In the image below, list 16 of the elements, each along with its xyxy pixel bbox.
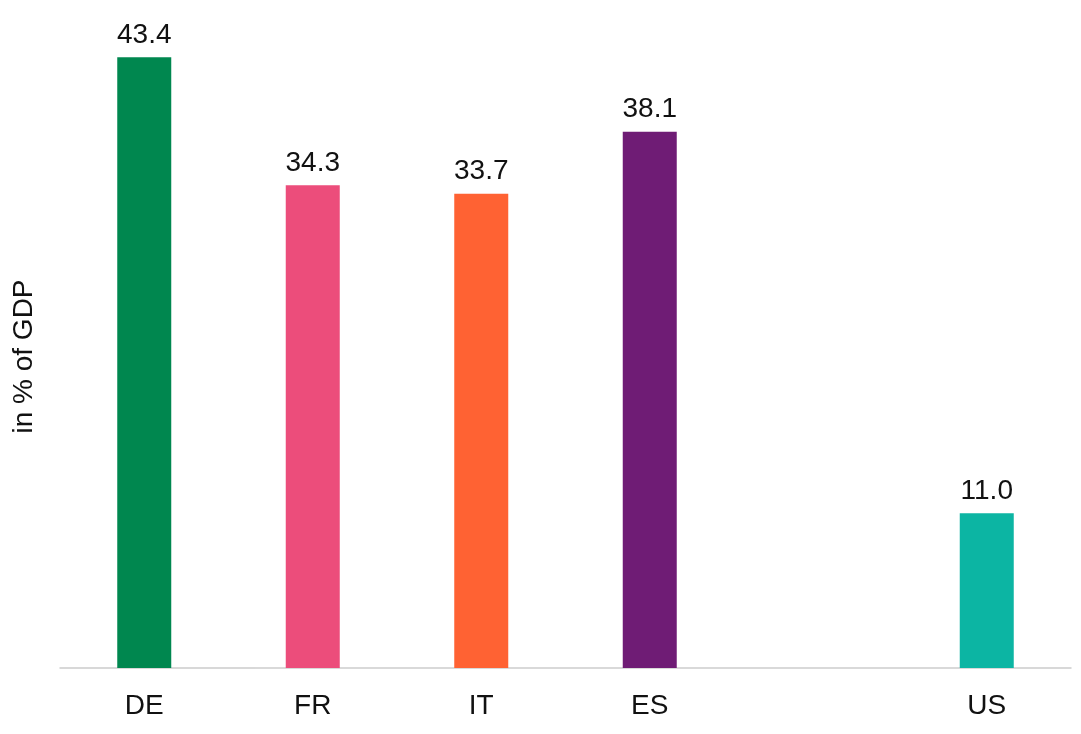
bar [959, 513, 1014, 668]
bar [117, 57, 172, 668]
x-tick-label: IT [468, 688, 494, 720]
data-label: 33.7 [454, 154, 509, 186]
y-axis-title: in % of GDP [6, 279, 38, 434]
data-label: 38.1 [622, 92, 677, 124]
bar [622, 131, 677, 668]
x-tick-label: US [967, 688, 1007, 720]
x-tick-label: DE [124, 688, 164, 720]
x-tick-label: FR [294, 688, 332, 720]
data-label: 11.0 [960, 473, 1013, 505]
data-label: 43.4 [117, 17, 172, 49]
bar [454, 193, 509, 668]
bar [285, 185, 340, 668]
data-label: 34.3 [285, 145, 340, 177]
x-tick-label: ES [631, 688, 669, 720]
